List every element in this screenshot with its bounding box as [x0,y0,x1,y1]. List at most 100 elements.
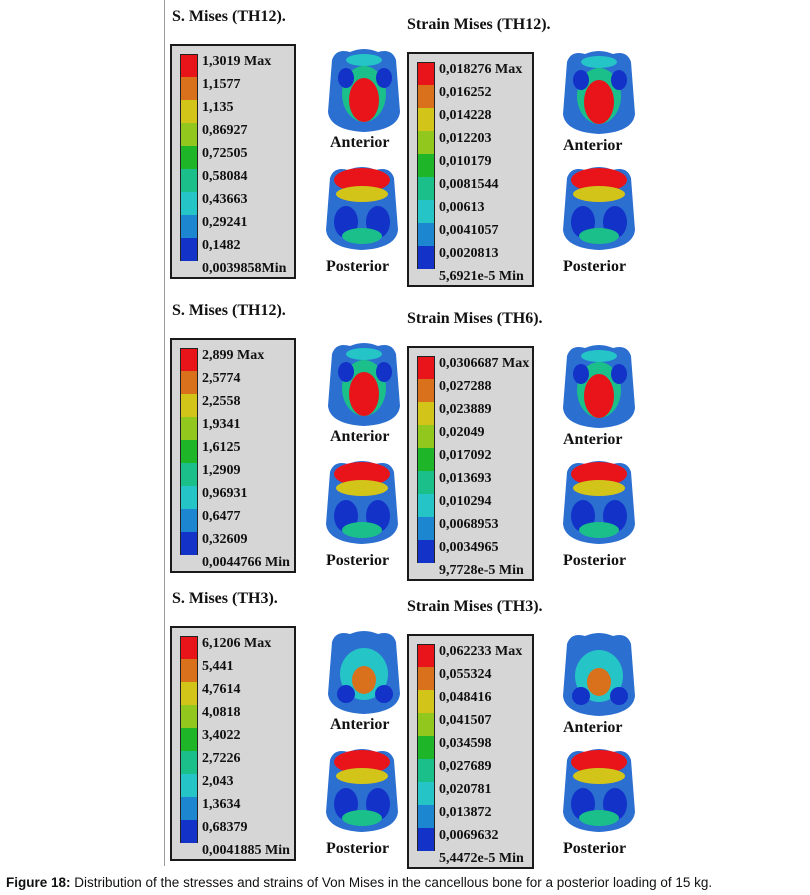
legend-value-label: 2,7226 [202,751,241,766]
color-swatch [180,486,198,509]
legend-value-label: 0,6477 [202,509,241,524]
legend-value-label: 5,6921e-5 Min [439,269,524,284]
legend-row: 0,013693 [409,471,532,494]
legend-value-label: 2,899 Max [202,348,265,363]
stress-zone-red [334,168,390,192]
bone-model-anterior-right [563,51,635,134]
legend-value-label: 9,7728e-5 Min [439,563,524,578]
stress-zone-yellow [573,186,625,202]
legend-row: 0,72505 [172,146,294,169]
figure-caption: Figure 18: Distribution of the stresses … [6,875,712,890]
legend-row: 6,1206 Max [172,636,294,659]
legend-row: 0,00613 [409,200,532,223]
legend-row: 0,023889 [409,402,532,425]
color-swatch [417,177,435,200]
legend-row: 4,7614 [172,682,294,705]
legend-row: 0,0020813 [409,246,532,269]
legend-value-label: 0,0069632 [439,828,499,843]
view-label-anterior: Anterior [563,431,623,448]
legend-value-label: 0,062233 Max [439,644,523,659]
legend-row: 0,041507 [409,713,532,736]
stress-zone-orange [352,666,376,694]
stress-panel-title: S. Mises (TH12). [172,302,286,319]
legend-value-label: 0,017092 [439,448,492,463]
color-swatch [417,759,435,782]
legend-value-label: 0,72505 [202,146,248,161]
legend-row: 0,68379 [172,820,294,843]
legend-row: 5,441 [172,659,294,682]
legend-value-label: 4,7614 [202,682,241,697]
color-swatch [417,644,435,667]
stress-zone-green [579,228,619,244]
legend-value-label: 0,43663 [202,192,248,207]
stress-zone-green [579,522,619,538]
legend-value-label: 1,3019 Max [202,54,272,69]
legend-value-label: 0,02049 [439,425,485,440]
view-label-anterior: Anterior [563,137,623,154]
color-swatch [180,417,198,440]
legend-row: 0,1482 [172,238,294,261]
stress-zone-blue [376,362,392,382]
color-swatch [180,774,198,797]
legend-value-label: 2,043 [202,774,234,789]
legend-stress-0: 1,3019 Max 1,1577 1,135 0,86927 0,72505 0,580… [170,44,296,279]
legend-row: 1,3634 [172,797,294,820]
legend-row: 0,0069632 [409,828,532,851]
legend-value-label: 0,027689 [439,759,492,774]
legend-row: 0,0041057 [409,223,532,246]
color-swatch [180,820,198,843]
legend-value-label: 0,0044766 Min [202,555,290,570]
stress-zone-orange [587,668,611,696]
legend-row: 0,0039858Min [172,261,294,284]
stress-zone-blue [375,685,393,703]
color-swatch [417,62,435,85]
color-swatch [180,123,198,146]
color-swatch [417,402,435,425]
color-swatch [180,192,198,215]
legend-value-label: 0,68379 [202,820,248,835]
stress-zone-green [342,522,382,538]
color-swatch [417,517,435,540]
bone-model-anterior-right [563,345,635,428]
color-swatch [180,532,198,555]
stress-zone-yellow [573,480,625,496]
bone-model-anterior-left [328,343,400,426]
legend-value-label: 1,2909 [202,463,241,478]
legend-row: 0,02049 [409,425,532,448]
stress-panel-title: S. Mises (TH12). [172,8,286,25]
legend-row: 0,020781 [409,782,532,805]
bone-model-posterior-left [326,167,398,250]
bone-model-posterior-right [563,167,635,250]
stress-zone-yellow [336,768,388,784]
stress-zone-cyan [581,350,617,362]
stress-zone-red [334,750,390,774]
strain-panel-title: Strain Mises (TH3). [407,598,543,615]
stress-zone-blue [572,687,590,705]
color-swatch [417,154,435,177]
stress-zone-red [571,750,627,774]
legend-row: 0,6477 [172,509,294,532]
legend-value-label: 3,4022 [202,728,241,743]
color-swatch [180,146,198,169]
color-swatch [180,636,198,659]
legend-row: 1,1577 [172,77,294,100]
stress-zone-blue [338,68,354,88]
color-swatch [180,54,198,77]
legend-row: 0,010179 [409,154,532,177]
legend-row: 2,7226 [172,751,294,774]
legend-value-label: 0,010179 [439,154,492,169]
legend-row: 0,010294 [409,494,532,517]
legend-value-label: 1,135 [202,100,234,115]
view-label-posterior: Posterior [563,258,627,275]
legend-value-label: 5,441 [202,659,234,674]
stress-zone-blue [337,685,355,703]
legend-value-label: 2,2558 [202,394,241,409]
color-swatch [417,108,435,131]
color-swatch [417,736,435,759]
legend-value-label: 0,055324 [439,667,492,682]
stress-zone-cyan [581,56,617,68]
legend-row: 0,034598 [409,736,532,759]
legend-row: 0,0306687 Max [409,356,532,379]
legend-value-label: 0,00613 [439,200,485,215]
stress-zone-blue [611,70,627,90]
